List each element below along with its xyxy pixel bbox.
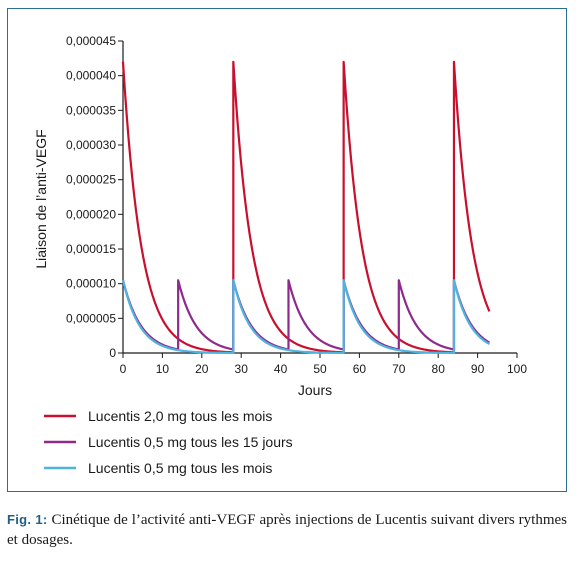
x-axis-title: Jours — [298, 382, 332, 398]
y-tick-label: 0,000040 — [66, 69, 116, 83]
x-tick-label: 100 — [507, 362, 527, 376]
caption-label: Fig. 1: — [7, 512, 48, 527]
x-tick-label: 50 — [313, 362, 327, 376]
x-tick-label: 70 — [392, 362, 406, 376]
series-layer — [121, 60, 491, 354]
x-tick-label: 60 — [353, 362, 367, 376]
x-tick-label: 0 — [120, 362, 127, 376]
legend: Lucentis 2,0 mg tous les mois Lucentis 0,… — [44, 408, 293, 476]
x-tick-label: 40 — [274, 362, 288, 376]
y-tick-label: 0,000030 — [66, 138, 116, 152]
x-tick-label: 90 — [471, 362, 485, 376]
legend-label: Lucentis 0,5 mg tous les mois — [88, 460, 272, 476]
axes: 0 0,000005 0,000010 0,000015 0,000020 0,00002… — [33, 34, 527, 398]
x-tick-label: 20 — [195, 362, 209, 376]
caption-text: Cinétique de l’activité anti-VEGF après … — [7, 512, 567, 548]
x-tick-label: 80 — [432, 362, 446, 376]
series-line-3 — [121, 279, 490, 354]
y-tick-label: 0,000010 — [66, 277, 116, 291]
y-tick-label: 0,000020 — [66, 207, 116, 221]
y-tick-label: 0,000005 — [66, 311, 116, 325]
y-tick-label: 0,000035 — [66, 103, 116, 117]
y-tick-label: 0,000015 — [66, 242, 116, 256]
series-line-1 — [121, 60, 491, 354]
y-tick-label: 0,000045 — [66, 34, 116, 48]
y-tick-label: 0,000025 — [66, 173, 116, 187]
legend-label: Lucentis 2,0 mg tous les mois — [88, 408, 272, 424]
x-tick-label: 30 — [235, 362, 249, 376]
series-line-2 — [121, 279, 490, 351]
figure-caption: Fig. 1: Cinétique de l’activité anti-VEG… — [7, 510, 567, 550]
y-tick-label: 0 — [109, 346, 116, 360]
y-axis-title: Liaison de l’anti-VEGF — [33, 129, 49, 268]
x-tick-label: 10 — [156, 362, 170, 376]
legend-label: Lucentis 0,5 mg tous les 15 jours — [88, 434, 293, 450]
